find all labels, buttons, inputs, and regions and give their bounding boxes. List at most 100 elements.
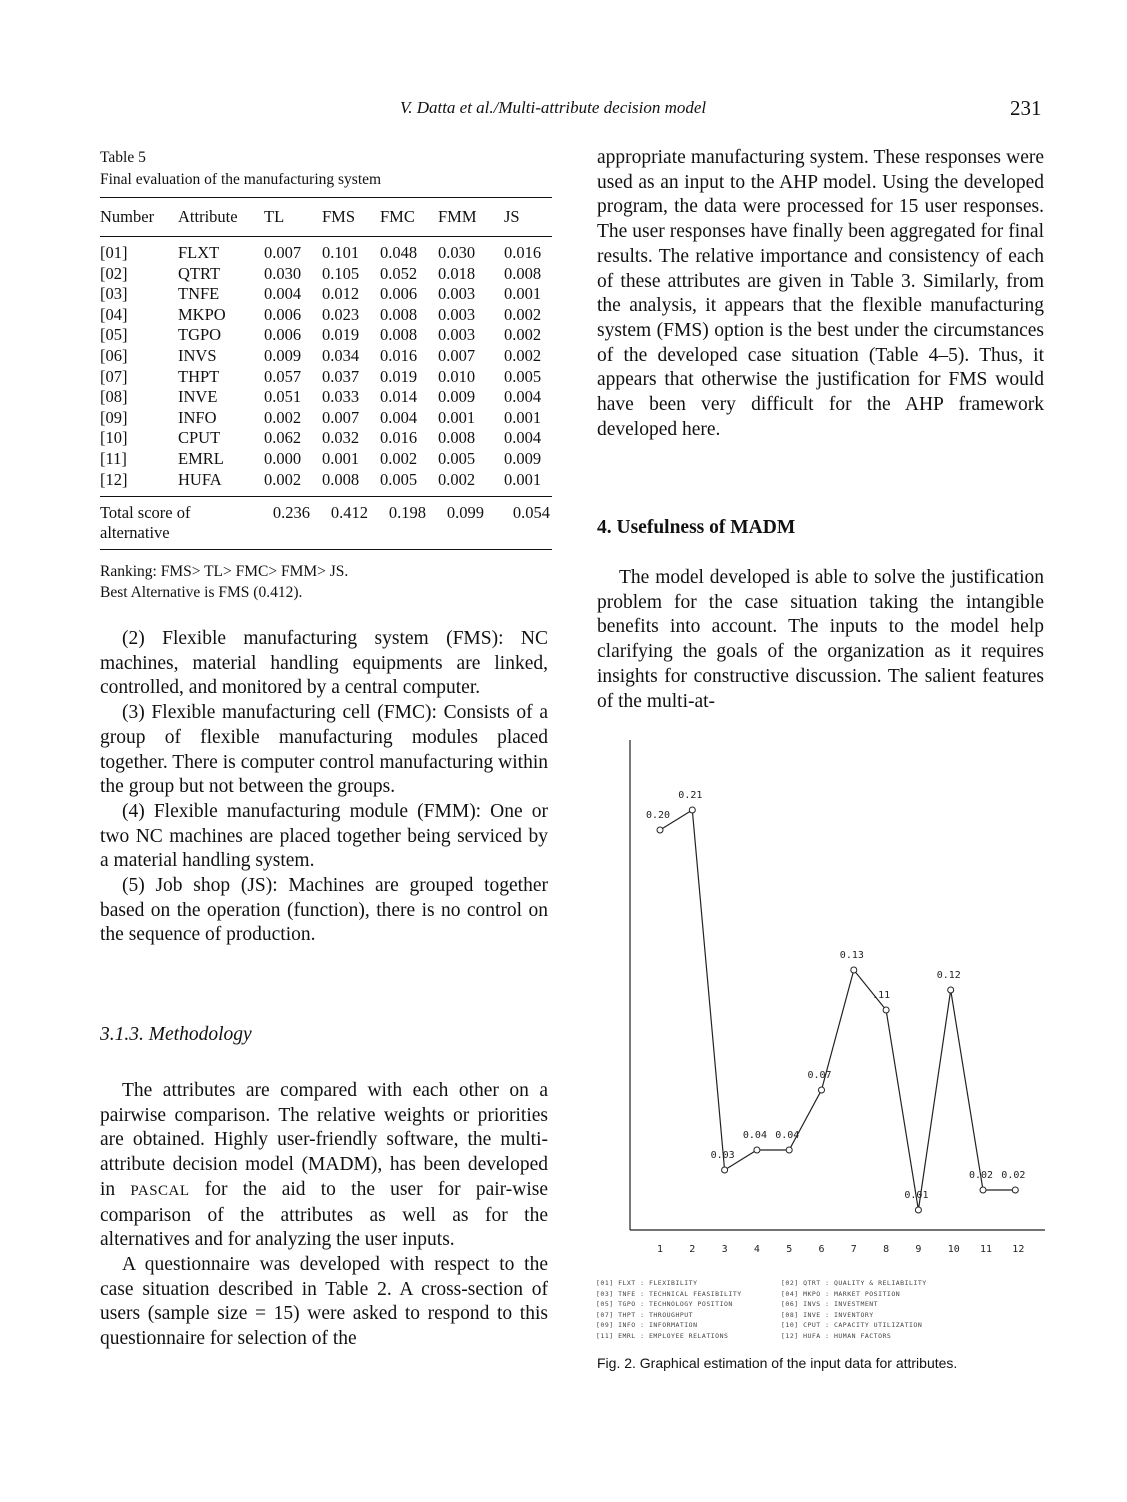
x-tick-label: 8 xyxy=(883,1244,889,1255)
x-tick-label: 2 xyxy=(689,1244,695,1255)
table-cell: 0.008 xyxy=(504,263,542,283)
table-cell: 0.037 xyxy=(322,366,360,386)
table-cell: 0.007 xyxy=(438,345,476,365)
table-cell: 0.010 xyxy=(438,366,476,386)
table-cell: MKPO xyxy=(178,304,226,324)
x-tick-label: 11 xyxy=(980,1244,992,1255)
total-cell: 0.198 xyxy=(388,503,426,523)
total-label: Total score of alternative xyxy=(100,497,273,543)
x-tick-label: 10 xyxy=(948,1244,960,1255)
table-cell: 0.001 xyxy=(504,284,542,304)
point-label: 0.01 xyxy=(904,1190,928,1201)
data-point xyxy=(882,1006,890,1014)
table-cell: 0.057 xyxy=(264,366,302,386)
table-cell: 0.008 xyxy=(438,428,476,448)
figure-legend: [01] FLXT : FLEXIBILITY [02] QTRT : QUALI… xyxy=(596,1279,1041,1349)
right-column-text: appropriate manufacturing system. These … xyxy=(597,146,1044,442)
paragraph-questionnaire: A questionnaire was developed with respe… xyxy=(100,1253,548,1350)
table-cell: 0.051 xyxy=(264,387,302,407)
legend-item: [08] INVE : INVENTORY xyxy=(781,1310,874,1319)
table-cell: 0.003 xyxy=(438,284,476,304)
total-cell: 0.054 xyxy=(512,503,550,523)
paragraph-fmc: (3) Flexible manufacturing cell (FMC): C… xyxy=(100,702,548,798)
methodology-text: for the aid to the user for pair-wise co… xyxy=(100,1178,549,1251)
paragraph-js: (5) Job shop (JS): Machines are grouped … xyxy=(100,875,548,946)
table-cell: [07] xyxy=(100,366,128,386)
data-point xyxy=(914,1206,922,1214)
table-cell: 0.001 xyxy=(504,469,542,489)
data-point xyxy=(947,986,955,994)
table-row: [05] TGPO 0.006 0.019 0.008 0.003 0.002 xyxy=(100,325,552,346)
table-5: Number Attribute TL FMS FMC FMM JS [01] F… xyxy=(100,197,552,551)
table-cell: 0.005 xyxy=(438,448,476,468)
point-label: 0.02 xyxy=(969,1170,993,1181)
table-cell: 0.004 xyxy=(504,387,542,407)
table-total: Total score of alternative 0.236 0.412 0… xyxy=(100,497,552,543)
total-label-line: alternative xyxy=(100,523,170,543)
table-5-grid: Number Attribute TL FMS FMC FMM JS [01] F… xyxy=(100,198,552,496)
table-row: [03] TNFE 0.004 0.012 0.006 0.003 0.001 xyxy=(100,284,552,305)
line-chart: 0.20 0.21 0.03 0.04 0.04 0.07 0.13 .11 0.01 0.12 0… xyxy=(629,740,1045,1255)
legend-item: [07] THPT : THROUGHPUT xyxy=(596,1310,694,1319)
data-point xyxy=(688,806,696,814)
legend-item: [02] QTRT : QUALITY & RELIABILITY xyxy=(781,1279,927,1287)
table-cell: [03] xyxy=(100,284,128,304)
table-cell: 0.007 xyxy=(264,243,302,262)
table-cell: 0.034 xyxy=(322,345,360,365)
table-cell: 0.016 xyxy=(380,345,418,365)
legend-item: [03] TNFE : TECHNICAL FEASIBILITY xyxy=(596,1289,742,1298)
data-point xyxy=(656,826,664,834)
table-cell: 0.003 xyxy=(438,304,476,324)
table-row: [09] INFO 0.002 0.007 0.004 0.001 0.001 xyxy=(100,408,552,429)
table-cell: INVS xyxy=(178,345,217,365)
table-body: [01] FLXT 0.007 0.101 0.048 0.030 0.016 [02] QTR… xyxy=(100,236,552,497)
table-cell: 0.009 xyxy=(504,448,542,468)
table-cell: 0.002 xyxy=(380,448,418,468)
table-cell: [06] xyxy=(100,345,128,365)
table-cell: 0.001 xyxy=(504,407,542,427)
page-number: 231 xyxy=(1010,96,1042,120)
column-header: FMS xyxy=(322,207,356,226)
data-point xyxy=(721,1166,729,1174)
table-cell: 0.003 xyxy=(438,325,476,345)
table-cell: 0.008 xyxy=(322,469,360,489)
x-tick-label: 9 xyxy=(915,1244,921,1255)
data-point xyxy=(753,1146,761,1154)
legend-item: [06] INVS : INVESTMENT xyxy=(781,1300,879,1308)
point-label: 0.21 xyxy=(678,790,702,801)
data-point xyxy=(818,1086,825,1094)
best-alternative-note: Best Alternative is FMS (0.412). xyxy=(100,584,303,601)
table-cell: TNFE xyxy=(178,284,220,304)
table-cell: TGPO xyxy=(178,325,222,345)
point-label: 0.12 xyxy=(937,970,961,981)
table-cell: 0.018 xyxy=(438,263,476,283)
left-column-text: (2) Flexible manufacturing system (FMS):… xyxy=(100,627,548,948)
figure-2: 0.20 0.21 0.03 0.04 0.04 0.07 0.13 .11 0.01 0.12 0… xyxy=(590,740,1050,1260)
table-cell: 0.005 xyxy=(504,366,542,386)
table-caption-text: Final evaluation of the manufacturing sy… xyxy=(100,171,382,188)
table-row: [12] HUFA 0.002 0.008 0.005 0.002 0.001 xyxy=(100,470,552,491)
total-cell: 0.236 xyxy=(272,503,310,523)
table-cell: 0.008 xyxy=(380,325,418,345)
x-tick-label: 7 xyxy=(851,1244,857,1255)
pascal-smallcaps: PASCAL xyxy=(130,1182,190,1199)
table-cell: 0.002 xyxy=(264,407,302,427)
table-cell: 0.016 xyxy=(504,243,542,262)
paragraph-fms: (2) Flexible manufacturing system (FMS):… xyxy=(100,628,548,699)
table-cell: INFO xyxy=(178,407,217,427)
total-cell: 0.412 xyxy=(330,503,368,523)
paragraph-usefulness: The model developed is able to solve the… xyxy=(597,567,1044,712)
point-label: 0.02 xyxy=(1001,1170,1025,1181)
table-row: [11] EMRL 0.000 0.001 0.002 0.005 0.009 xyxy=(100,449,552,470)
left-column-methodology: The attributes are compared with each ot… xyxy=(100,1079,548,1352)
table-cell: HUFA xyxy=(178,469,222,489)
table-cell: EMRL xyxy=(178,448,224,468)
table-cell: 0.052 xyxy=(380,263,418,283)
table-cell: 0.006 xyxy=(264,304,302,324)
paragraph-fmm: (4) Flexible manufacturing module (FMM):… xyxy=(100,800,548,872)
point-label: 0.20 xyxy=(646,810,670,821)
table-cell: 0.030 xyxy=(438,243,476,262)
legend-item: [11] EMRL : EMPLOYEE RELATIONS xyxy=(596,1331,729,1340)
table-cell: [05] xyxy=(100,325,128,345)
table-cell: 0.008 xyxy=(380,304,418,324)
